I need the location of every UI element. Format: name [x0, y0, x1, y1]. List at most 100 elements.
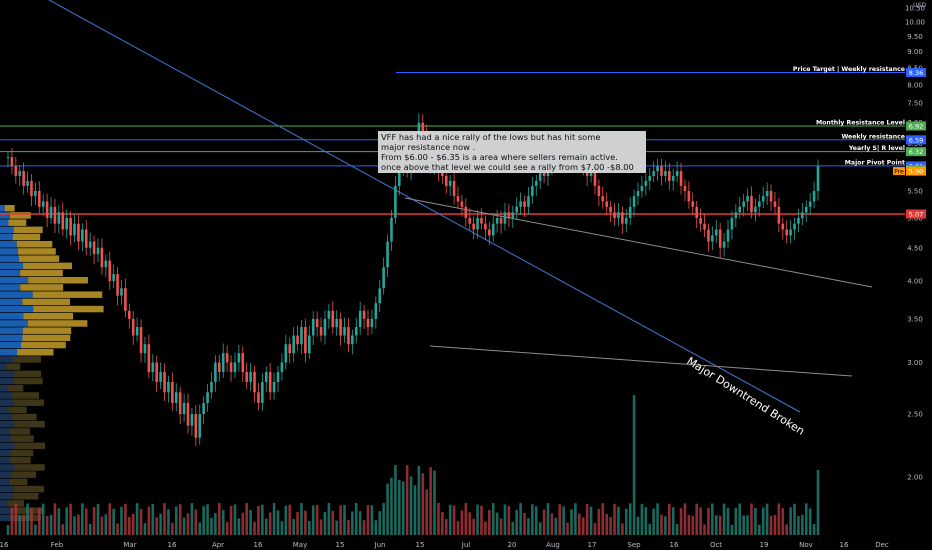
- time-axis: 16 Feb Mar 16 Apr 16 May 15 Jun 15 Jul 20 Aug 17 Sep 16…: [0, 541, 889, 549]
- volume-bar: [664, 516, 667, 535]
- volume-bar: [695, 503, 698, 535]
- volume-bar: [366, 505, 370, 535]
- volume-bar: [112, 508, 115, 535]
- volume-bar: [476, 504, 479, 535]
- candle-body: [386, 241, 389, 268]
- candle-body: [268, 372, 272, 393]
- candle-body: [476, 217, 479, 230]
- profile-bar-down: [13, 370, 42, 378]
- candle-body: [777, 206, 781, 224]
- volume-bar: [722, 503, 726, 535]
- candle-body: [726, 229, 730, 242]
- volume-bar: [448, 504, 452, 535]
- candle-body: [374, 303, 378, 319]
- volume-bar: [210, 517, 213, 535]
- currency-label: USD: [913, 2, 926, 9]
- candle-body: [601, 196, 605, 202]
- price-tag: [906, 166, 926, 176]
- candle-body: [797, 217, 800, 224]
- candle-body: [69, 217, 72, 236]
- volume-bar: [425, 489, 428, 535]
- candle-body: [699, 217, 702, 224]
- profile-bar-up: [0, 241, 17, 248]
- candle-body: [347, 327, 350, 345]
- candle-body: [186, 402, 190, 426]
- candle-body: [57, 212, 61, 224]
- volume-bar: [726, 507, 730, 535]
- volume-bar: [652, 508, 655, 535]
- profile-bar-up: [0, 464, 15, 471]
- level-label: Weekly resistance: [841, 133, 905, 140]
- candle-body: [668, 171, 671, 181]
- candle-body: [605, 201, 608, 207]
- volume-profile: [0, 205, 104, 522]
- profile-bar-up: [0, 226, 14, 234]
- volume-bar: [585, 504, 589, 535]
- time-tick-label: 19: [760, 541, 769, 549]
- volume-bar: [758, 524, 761, 535]
- volume-bar: [84, 508, 88, 535]
- candle-body: [88, 241, 92, 248]
- candle-body: [398, 166, 401, 186]
- volume-bar: [801, 514, 804, 535]
- resistance-trendline: [404, 197, 873, 288]
- note-line: VFF has had a nice rally of the lows but…: [381, 132, 601, 142]
- profile-bar-down: [12, 493, 39, 500]
- candle-body: [597, 185, 601, 197]
- candle-body: [257, 392, 260, 403]
- volume-bar: [523, 512, 526, 535]
- volume-bar: [288, 504, 292, 535]
- volume-bar: [100, 516, 104, 535]
- volume-bar: [804, 503, 808, 535]
- candle-body: [484, 223, 487, 230]
- volume-bar: [194, 509, 198, 535]
- candle-body: [276, 372, 280, 383]
- candle-body: [194, 414, 198, 438]
- time-tick-label: Jun: [374, 541, 386, 549]
- candle-body: [81, 229, 84, 242]
- volume-bar: [264, 518, 268, 535]
- note-line: once above that level we could see a ral…: [381, 162, 634, 172]
- volume-bar: [14, 503, 18, 535]
- volume-bar: [386, 483, 389, 535]
- volume-bar: [116, 523, 119, 535]
- time-tick-label: 16: [0, 541, 9, 549]
- profile-bar-up: [0, 421, 15, 428]
- candle-body: [6, 157, 10, 159]
- candle-body: [687, 190, 691, 202]
- volume-bar: [280, 521, 284, 535]
- volume-bar: [155, 517, 158, 535]
- volume-bar: [456, 521, 460, 535]
- price-tag-label: 8.36: [909, 69, 923, 77]
- candle-body: [718, 229, 722, 248]
- volume-bar: [374, 520, 378, 535]
- candle-body: [652, 171, 655, 176]
- volume-bar: [433, 470, 436, 535]
- volume-bar: [593, 523, 597, 535]
- candle-body: [34, 190, 37, 197]
- profile-bar-up: [0, 341, 22, 349]
- pre-market-tag: [893, 167, 905, 176]
- candle-body: [41, 201, 45, 207]
- volume-bar: [218, 503, 221, 535]
- candle-body: [214, 362, 217, 383]
- volume-bar: [488, 510, 491, 535]
- candle-body: [761, 196, 765, 202]
- volume-bar: [495, 512, 499, 535]
- pre-market-label: Pre: [894, 169, 904, 176]
- volume-bar: [601, 503, 605, 535]
- profile-bar-up: [0, 399, 15, 406]
- volume-bar: [73, 516, 76, 535]
- profile-bar-up: [0, 334, 23, 342]
- time-tick-label: Jul: [461, 541, 471, 549]
- profile-bar-down: [17, 248, 56, 255]
- support-trendline: [429, 345, 853, 377]
- volume-bar: [711, 503, 714, 535]
- volume-bar: [245, 503, 248, 535]
- candle-body: [65, 217, 68, 230]
- candle-body: [464, 206, 468, 218]
- profile-bar-down: [11, 471, 37, 478]
- candle-body: [100, 247, 104, 268]
- candle-body: [769, 190, 773, 202]
